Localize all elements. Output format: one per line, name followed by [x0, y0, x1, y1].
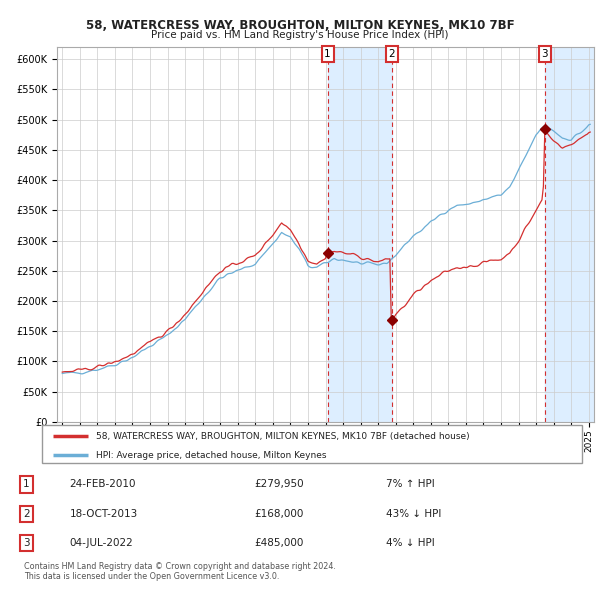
Text: 04-JUL-2022: 04-JUL-2022 — [70, 538, 133, 548]
Text: This data is licensed under the Open Government Licence v3.0.: This data is licensed under the Open Gov… — [24, 572, 280, 581]
Text: 1: 1 — [324, 49, 331, 59]
Text: 3: 3 — [23, 538, 30, 548]
Text: 58, WATERCRESS WAY, BROUGHTON, MILTON KEYNES, MK10 7BF: 58, WATERCRESS WAY, BROUGHTON, MILTON KE… — [86, 19, 514, 32]
Text: £279,950: £279,950 — [254, 480, 304, 489]
Text: 43% ↓ HPI: 43% ↓ HPI — [386, 509, 442, 519]
Bar — [328, 47, 392, 422]
Text: Price paid vs. HM Land Registry's House Price Index (HPI): Price paid vs. HM Land Registry's House … — [151, 30, 449, 40]
Text: 58, WATERCRESS WAY, BROUGHTON, MILTON KEYNES, MK10 7BF (detached house): 58, WATERCRESS WAY, BROUGHTON, MILTON KE… — [96, 432, 470, 441]
Text: 2: 2 — [389, 49, 395, 59]
Text: 7% ↑ HPI: 7% ↑ HPI — [386, 480, 435, 489]
FancyBboxPatch shape — [42, 425, 582, 463]
Text: £168,000: £168,000 — [254, 509, 303, 519]
Text: 18-OCT-2013: 18-OCT-2013 — [70, 509, 138, 519]
Text: 4% ↓ HPI: 4% ↓ HPI — [386, 538, 435, 548]
Text: 24-FEB-2010: 24-FEB-2010 — [70, 480, 136, 489]
Text: Contains HM Land Registry data © Crown copyright and database right 2024.: Contains HM Land Registry data © Crown c… — [24, 562, 336, 571]
Text: £485,000: £485,000 — [254, 538, 303, 548]
Text: 1: 1 — [23, 480, 30, 489]
Text: 2: 2 — [23, 509, 30, 519]
Bar — [545, 47, 594, 422]
Text: HPI: Average price, detached house, Milton Keynes: HPI: Average price, detached house, Milt… — [96, 451, 326, 460]
Text: 3: 3 — [542, 49, 548, 59]
